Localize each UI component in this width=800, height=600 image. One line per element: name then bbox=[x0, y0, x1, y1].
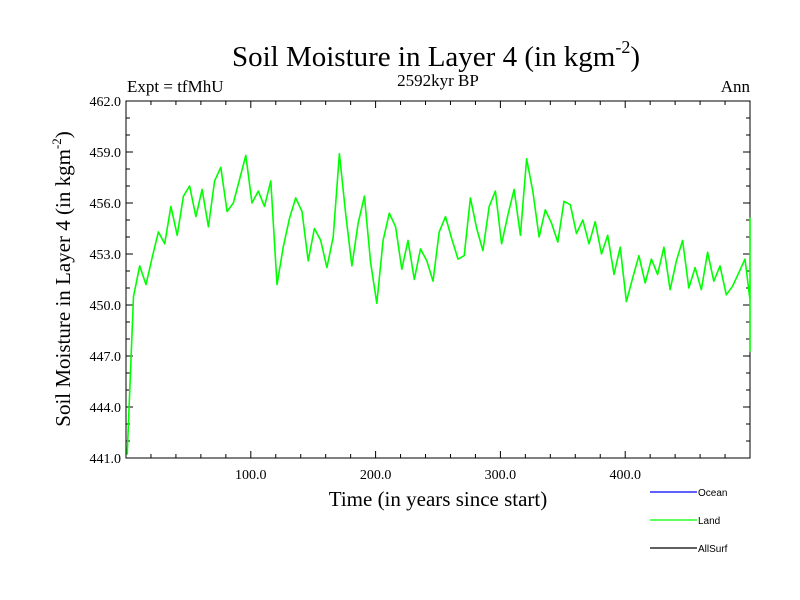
legend-label-land: Land bbox=[698, 516, 720, 527]
y-tick-label: 459.0 bbox=[90, 146, 122, 161]
legend-label-allsurf: AllSurf bbox=[698, 544, 728, 555]
plot-area bbox=[125, 100, 751, 459]
y-tick-label: 462.0 bbox=[90, 95, 122, 110]
x-tick-label: 100.0 bbox=[235, 468, 267, 483]
chart-title-close: ) bbox=[630, 41, 640, 73]
y-axis-title: Soil Moisture in Layer 4 (in kgm-2) bbox=[49, 131, 75, 426]
y-tick-label: 453.0 bbox=[90, 248, 122, 263]
legend: Ocean Land AllSurf bbox=[650, 488, 728, 555]
x-axis-title: Time (in years since start) bbox=[329, 487, 548, 511]
y-tick-label: 444.0 bbox=[90, 401, 122, 416]
y-tick-label: 450.0 bbox=[90, 299, 122, 314]
season-label: Ann bbox=[721, 77, 751, 96]
y-axis-title-superscript: -2 bbox=[49, 138, 64, 149]
y-tick-label: 447.0 bbox=[90, 350, 122, 365]
x-tick-label: 300.0 bbox=[485, 468, 517, 483]
y-tick-label: 456.0 bbox=[90, 197, 122, 212]
chart-title-superscript: -2 bbox=[615, 37, 630, 57]
y-axis-title-close: ) bbox=[51, 131, 75, 138]
legend-label-ocean: Ocean bbox=[698, 488, 727, 499]
series-line-land bbox=[126, 152, 751, 455]
y-tick-label: 441.0 bbox=[90, 452, 122, 467]
x-axis: 100.0 200.0 300.0 400.0 bbox=[150, 101, 726, 483]
experiment-label: Expt = tfMhU bbox=[127, 77, 223, 96]
chart-title: Soil Moisture in Layer 4 (in kgm-2) bbox=[232, 37, 640, 73]
x-tick-label: 400.0 bbox=[609, 468, 641, 483]
x-tick-label: 200.0 bbox=[360, 468, 392, 483]
chart-subtitle: 2592kyr BP bbox=[397, 71, 479, 90]
y-axis: 441.0 444.0 447.0 450.0 453.0 456.0 459.0 462.0 bbox=[90, 95, 750, 467]
